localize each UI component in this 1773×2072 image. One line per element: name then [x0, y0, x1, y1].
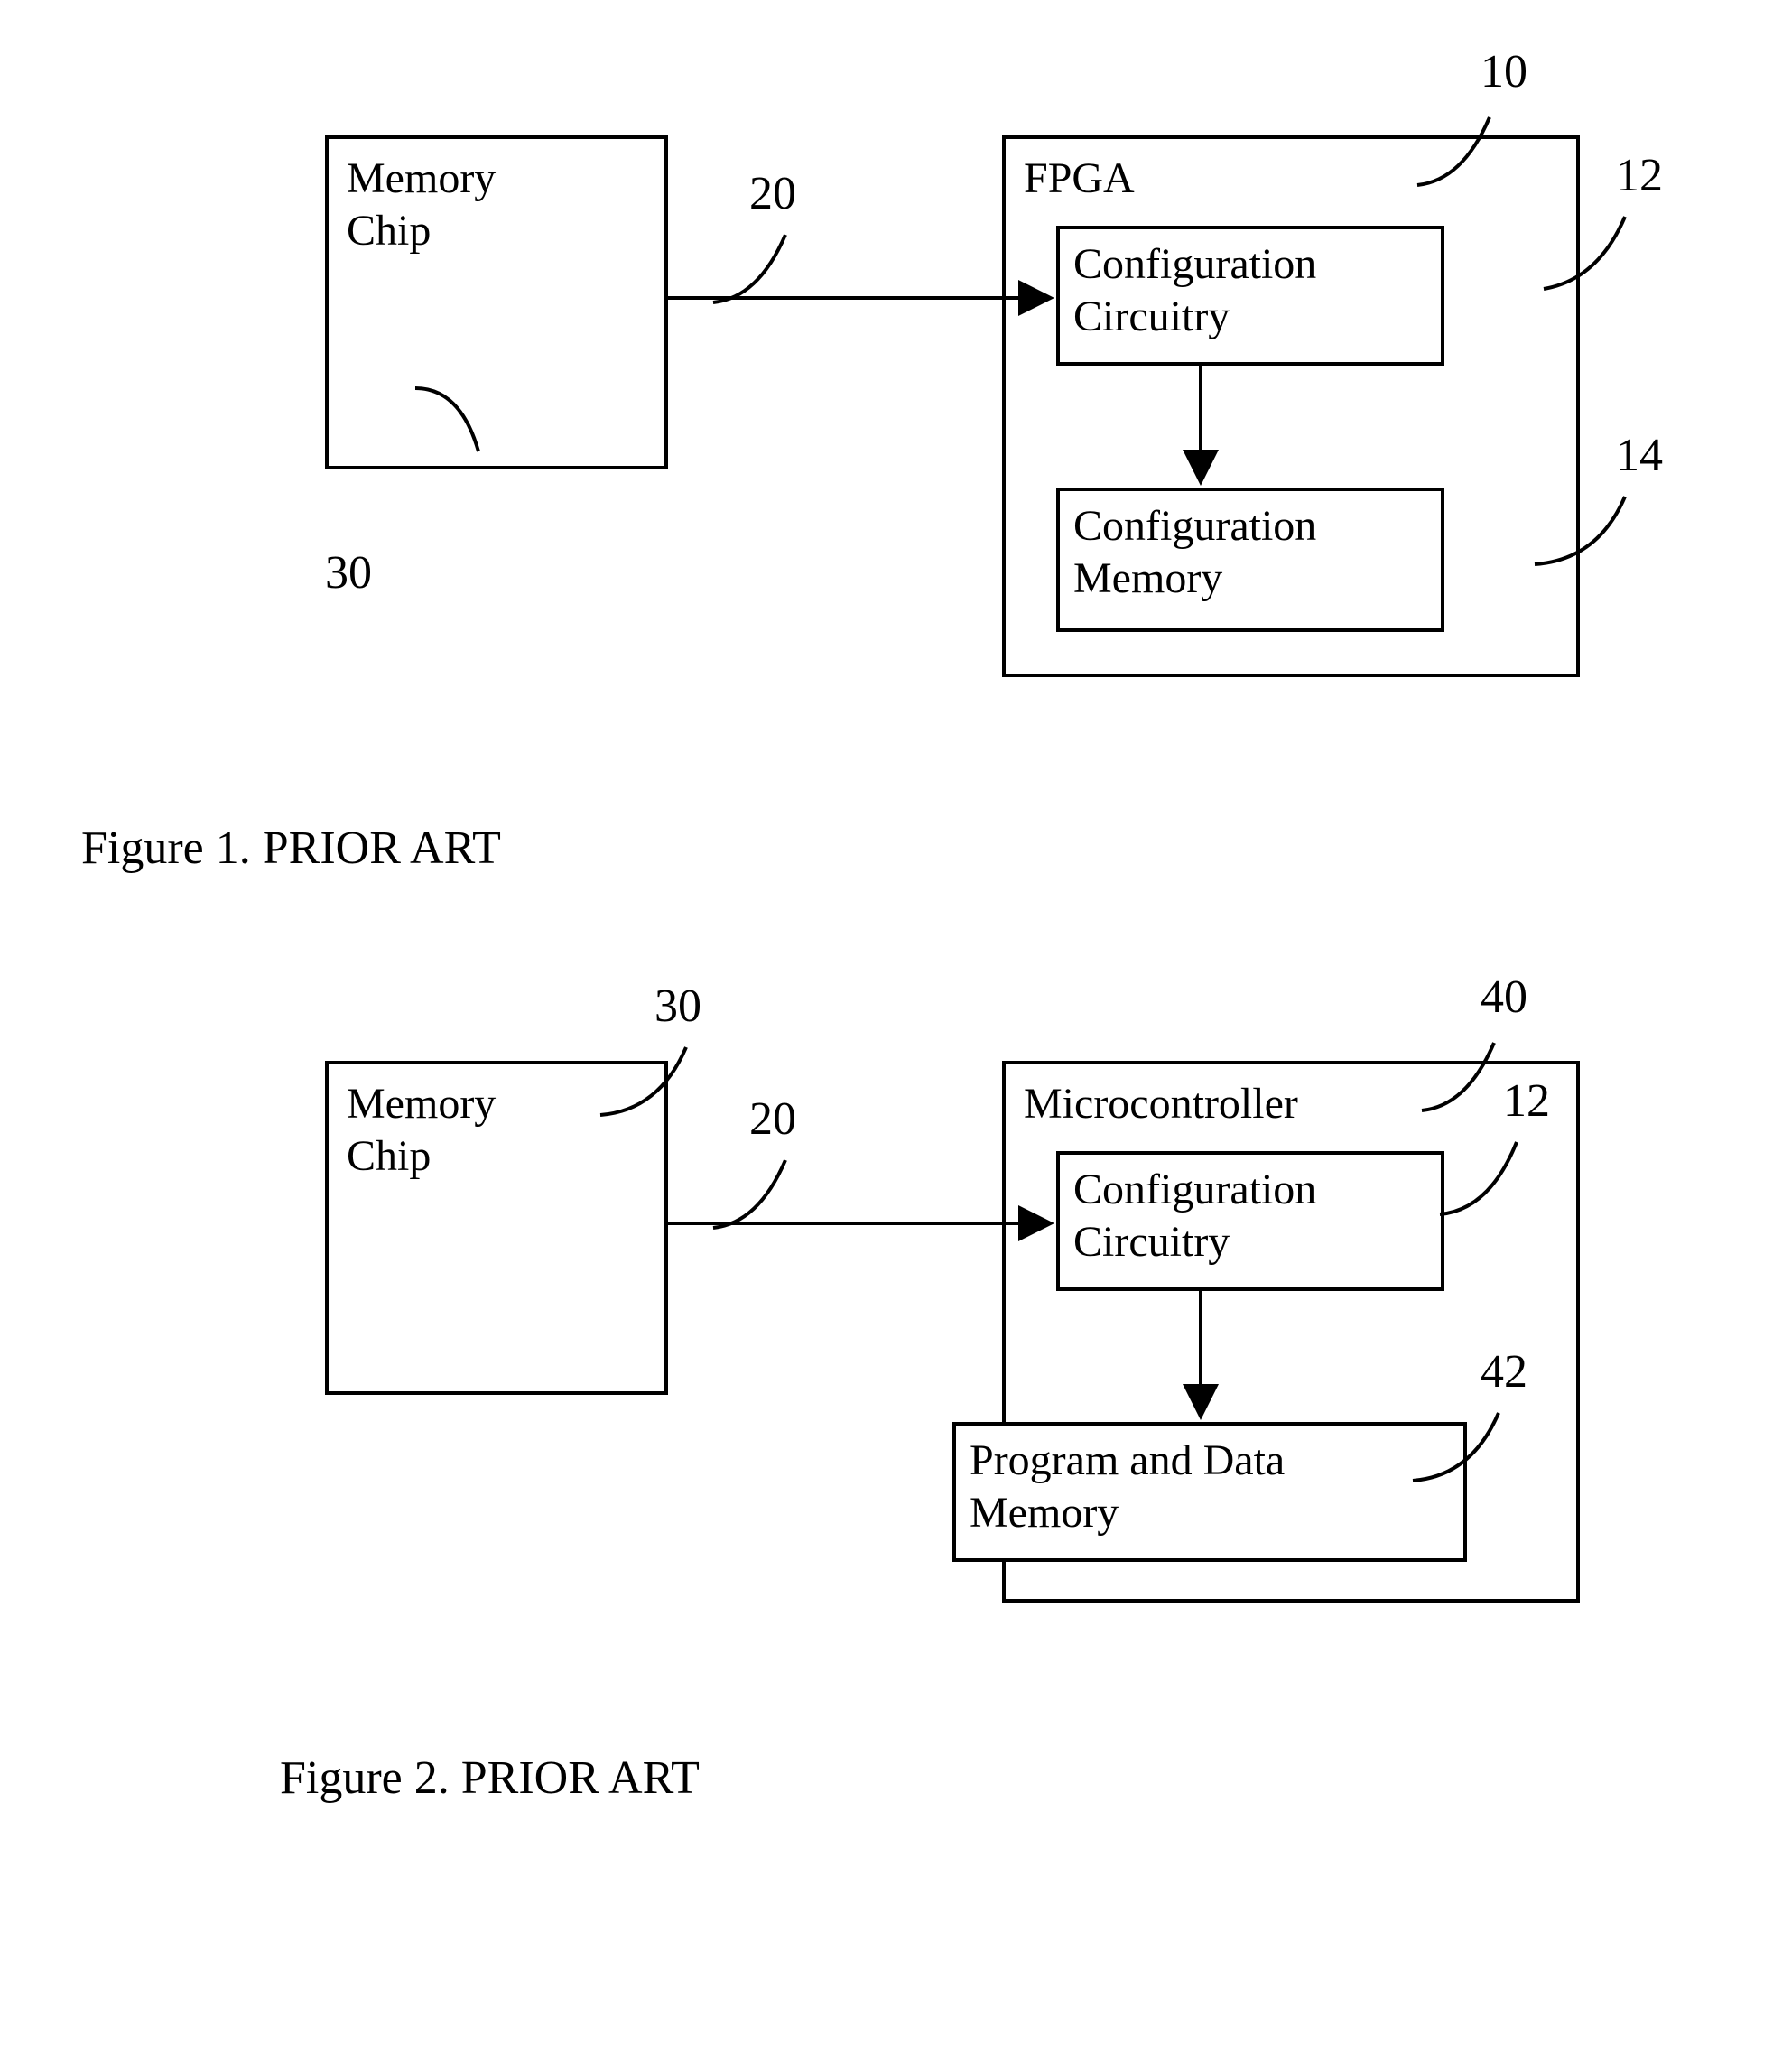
- fig1-memory-chip-box: Memory Chip: [325, 135, 668, 469]
- fig1-config-memory-label: Configuration Memory: [1073, 500, 1316, 604]
- fig1-ref-12: 12: [1616, 149, 1663, 202]
- fig2-prog-data-memory-box: Program and Data Memory: [952, 1422, 1467, 1562]
- fig2-ref-12: 12: [1503, 1074, 1550, 1128]
- fig1-caption: Figure 1. PRIOR ART: [81, 822, 501, 875]
- fig2-microcontroller-label: Microcontroller: [1024, 1078, 1298, 1130]
- fig2-memory-chip-label: Memory Chip: [347, 1078, 496, 1182]
- fig1-ref-30: 30: [325, 546, 372, 599]
- fig2-prog-data-memory-label: Program and Data Memory: [970, 1435, 1285, 1538]
- fig2-ref-42: 42: [1481, 1345, 1527, 1398]
- fig1-memory-chip-label: Memory Chip: [347, 153, 496, 256]
- fig1-fpga-label: FPGA: [1024, 153, 1135, 205]
- fig2-config-circuitry-label: Configuration Circuitry: [1073, 1164, 1316, 1268]
- fig2-caption: Figure 2. PRIOR ART: [280, 1751, 700, 1805]
- fig2-leader-20: [713, 1160, 785, 1228]
- fig2-memory-chip-box: Memory Chip: [325, 1061, 668, 1395]
- fig2-config-circuitry-box: Configuration Circuitry: [1056, 1151, 1444, 1291]
- fig2-ref-30: 30: [654, 980, 701, 1033]
- fig1-config-circuitry-label: Configuration Circuitry: [1073, 238, 1316, 342]
- page: Memory Chip FPGA Configuration Circuitry…: [0, 0, 1773, 2072]
- fig2-ref-40: 40: [1481, 971, 1527, 1024]
- fig1-config-memory-box: Configuration Memory: [1056, 488, 1444, 632]
- fig1-ref-10: 10: [1481, 45, 1527, 98]
- fig1-ref-20: 20: [749, 167, 796, 220]
- fig1-config-circuitry-box: Configuration Circuitry: [1056, 226, 1444, 366]
- fig1-ref-14: 14: [1616, 429, 1663, 482]
- fig1-leader-20: [713, 235, 785, 302]
- fig2-ref-20: 20: [749, 1092, 796, 1146]
